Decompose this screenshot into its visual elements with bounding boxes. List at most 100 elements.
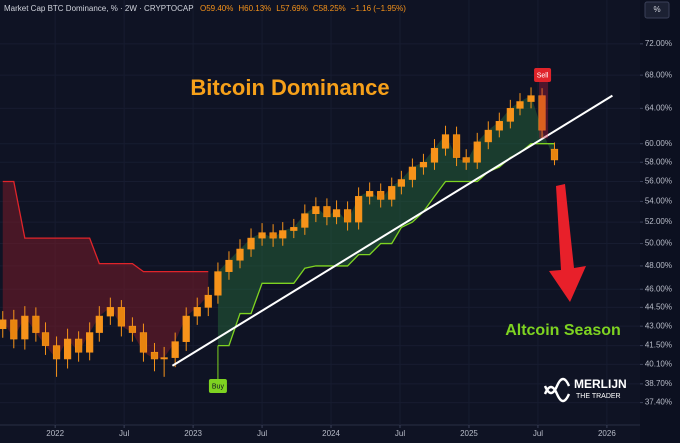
header-values: O59.40% H60.13% L57.69% C58.25% −1.16 (−1.95… [200, 4, 406, 13]
candle-body [10, 319, 18, 340]
header-value: H60.13% [238, 4, 271, 13]
candle-body [86, 332, 94, 353]
candle-body [408, 166, 417, 180]
candle-body [279, 230, 287, 239]
sell-label: Sell [537, 72, 549, 79]
y-tick-label: 37.40% [645, 398, 672, 407]
chart-title: Bitcoin Dominance [190, 75, 389, 100]
y-tick-label: 41.50% [645, 341, 672, 350]
x-tick-label: Jul [119, 429, 129, 438]
logo-name: MERLIJN [574, 377, 627, 391]
candle-body [236, 248, 244, 261]
band-fill [2, 181, 209, 359]
candle-body [32, 315, 40, 333]
candle-body [452, 134, 461, 158]
header-value: L57.69% [276, 4, 308, 13]
unit-button[interactable] [644, 1, 670, 19]
candle-body [473, 141, 481, 163]
candle-body [377, 191, 385, 200]
y-tick-label: 46.00% [645, 284, 672, 293]
candle-body [128, 325, 137, 333]
sell-shade [539, 82, 549, 139]
altcoin-season-label: Altcoin Season [505, 322, 621, 339]
candle-body [193, 307, 201, 317]
candle-body [160, 357, 168, 360]
overlay: Buy Sell [171, 68, 613, 393]
header-value: C58.25% [313, 4, 346, 13]
y-tick-label: 72.00% [645, 39, 672, 48]
y-tick-label: 40.10% [645, 360, 672, 369]
candle-body [75, 338, 83, 353]
candle-body [506, 108, 514, 122]
y-tick-label: 56.00% [645, 177, 672, 186]
candle-body [258, 232, 266, 239]
candle-body [312, 206, 320, 215]
candle-body [323, 206, 331, 218]
candle-body [225, 259, 233, 272]
candle-body [150, 351, 159, 360]
candle-body [495, 121, 503, 131]
candle-body [419, 161, 428, 168]
candle-body [484, 129, 492, 143]
y-tick-label: 54.00% [645, 197, 672, 206]
candle-body [139, 332, 148, 353]
x-tick-label: Jul [257, 429, 267, 438]
price-axis-panel [640, 0, 680, 443]
y-tick-label: 43.00% [645, 321, 672, 330]
y-tick-label: 58.00% [645, 157, 672, 166]
candle-body [550, 148, 559, 161]
candle-body [441, 134, 450, 149]
candle-body [355, 196, 363, 223]
x-tick-label: 2024 [322, 429, 340, 438]
candle-body [366, 191, 374, 197]
candle-body [41, 332, 50, 346]
candle-body [182, 315, 190, 342]
candle-body [171, 341, 179, 358]
candle-body [332, 209, 341, 218]
candle-body [388, 186, 396, 200]
candle-body [63, 338, 72, 360]
band-line [217, 143, 555, 347]
logo-tagline: THE TRADER [576, 393, 621, 400]
buy-badge [208, 379, 227, 393]
y-tick-label: 60.00% [645, 139, 672, 148]
unit-button-label[interactable]: % [653, 5, 660, 14]
sell-badge [534, 68, 552, 82]
y-tick-label: 64.00% [645, 103, 672, 112]
logo: MERLIJN THE TRADER [543, 377, 627, 403]
header-value: O59.40% [200, 4, 233, 13]
candle-body [290, 227, 298, 231]
candle-body [269, 232, 277, 239]
x-tick-label: 2026 [598, 429, 616, 438]
bands [2, 95, 555, 359]
candle-body [538, 95, 546, 131]
candle-body [430, 147, 439, 163]
x-tick-label: Jul [395, 429, 405, 438]
candle-body [301, 213, 309, 228]
y-tick-label: 38.70% [645, 379, 672, 388]
y-tick-label: 48.00% [645, 261, 672, 270]
band-line [2, 180, 209, 273]
candle-body [343, 209, 352, 223]
candle-body [214, 271, 222, 296]
x-tick-label: 2022 [46, 429, 64, 438]
candle-body [95, 315, 103, 333]
buy-label: Buy [212, 383, 225, 390]
symbol-label: Market Cap BTC Dominance, % · 2W · CRYPT… [4, 4, 194, 13]
y-tick-label: 68.00% [645, 70, 672, 79]
trend-line [171, 94, 613, 367]
candle-body [516, 101, 524, 109]
candle-body [527, 95, 535, 102]
candle-body [462, 157, 470, 163]
grid [0, 0, 640, 425]
logo-mark [543, 377, 571, 403]
candle-body [204, 294, 212, 308]
y-tick-label: 50.00% [645, 239, 672, 248]
candle-body [0, 319, 7, 330]
ticks: 37.40% 38.70% 40.10% 41.50% 43.00% 44.50% 46.0… [46, 39, 672, 438]
x-tick-label: Jul [533, 429, 543, 438]
x-tick-label: 2025 [460, 429, 478, 438]
candle-body [106, 307, 114, 317]
